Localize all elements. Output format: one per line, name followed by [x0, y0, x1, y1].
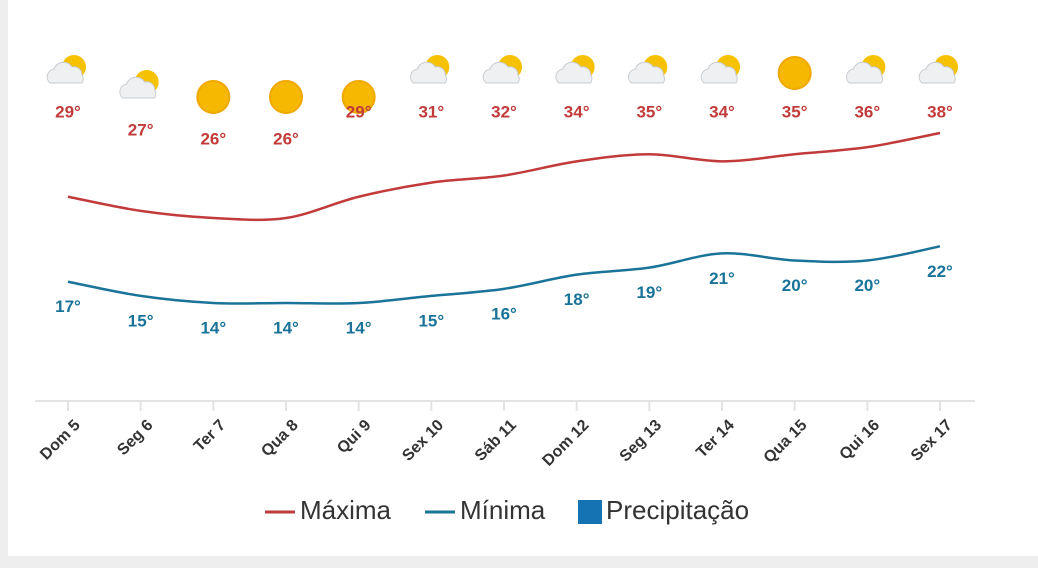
- value-label: 38°: [927, 102, 953, 121]
- weather-icon: [777, 56, 812, 90]
- legend-label: Mínima: [460, 495, 546, 525]
- value-label: 32°: [491, 102, 517, 121]
- cloud: [555, 61, 593, 84]
- weather-icon: [700, 55, 740, 84]
- value-label: 27°: [128, 120, 154, 139]
- cloud: [482, 61, 520, 84]
- weather-icon: [482, 55, 522, 84]
- value-label: 15°: [418, 311, 444, 330]
- value-label: 17°: [55, 297, 81, 316]
- cloud: [700, 61, 738, 84]
- cloud: [119, 76, 157, 99]
- weather-icon: [410, 55, 450, 84]
- weather-icon: [46, 55, 86, 84]
- sun: [777, 56, 812, 90]
- sun: [341, 80, 376, 114]
- series-line: [67, 131, 941, 222]
- value-label: 14°: [273, 318, 299, 337]
- value-label: 18°: [564, 290, 590, 309]
- value-label: 34°: [709, 102, 735, 121]
- value-label: 36°: [854, 102, 880, 121]
- weather-icon: [846, 55, 886, 84]
- value-label: 26°: [200, 129, 226, 148]
- weather-icon: [269, 80, 303, 114]
- legend-label: Precipitação: [606, 495, 749, 525]
- cloud: [46, 61, 84, 84]
- card: [8, 0, 1038, 556]
- value-label: 14°: [346, 318, 372, 337]
- weather-icon: [628, 55, 668, 84]
- value-label: 20°: [854, 276, 880, 295]
- value-label: 26°: [273, 129, 299, 148]
- series-line: [67, 245, 941, 305]
- value-label: 22°: [927, 262, 953, 281]
- value-label: 29°: [346, 102, 372, 121]
- weather-icon: [555, 55, 595, 84]
- value-label: 29°: [55, 102, 81, 121]
- value-label: 19°: [636, 283, 662, 302]
- cloud: [846, 61, 884, 84]
- cloud: [628, 61, 666, 84]
- value-label: 20°: [782, 276, 808, 295]
- value-label: 31°: [418, 102, 444, 121]
- value-label: 16°: [491, 304, 517, 323]
- value-label: 15°: [128, 311, 154, 330]
- sun: [269, 80, 303, 114]
- weather-icon: [196, 80, 231, 114]
- weather-icon: [918, 55, 958, 84]
- legend-label: Máxima: [300, 495, 392, 525]
- value-label: 35°: [782, 102, 808, 121]
- value-label: 35°: [636, 102, 662, 121]
- legend-swatch: [578, 500, 602, 524]
- cloud: [918, 61, 956, 84]
- sun: [196, 80, 231, 114]
- value-label: 14°: [200, 318, 226, 337]
- cloud: [410, 61, 448, 84]
- value-label: 34°: [564, 102, 590, 121]
- weather-icon: [341, 80, 376, 114]
- weather-icon: [119, 70, 159, 99]
- value-label: 21°: [709, 269, 735, 288]
